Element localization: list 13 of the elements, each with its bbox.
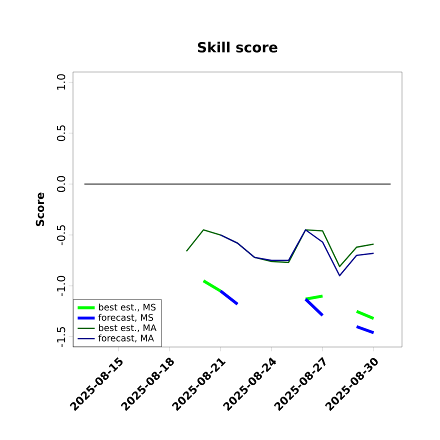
y-tick-label: -1.5 bbox=[57, 327, 66, 347]
y-tick-label: -1.0 bbox=[56, 276, 66, 296]
legend-label: forecast, MS bbox=[98, 314, 154, 322]
line-series bbox=[220, 229, 374, 276]
y-tick-label: 1.0 bbox=[56, 74, 66, 90]
y-axis-title: Score bbox=[36, 192, 44, 226]
legend-label: best est., MS bbox=[98, 304, 156, 312]
legend-label: forecast, MA bbox=[98, 334, 154, 342]
y-tick-label: 0.0 bbox=[56, 176, 66, 192]
legend-label: best est., MA bbox=[98, 324, 156, 332]
y-tick-label: 0.5 bbox=[56, 125, 66, 142]
y-tick-label: -0.5 bbox=[56, 225, 66, 246]
chart-title: Skill score bbox=[198, 42, 278, 53]
